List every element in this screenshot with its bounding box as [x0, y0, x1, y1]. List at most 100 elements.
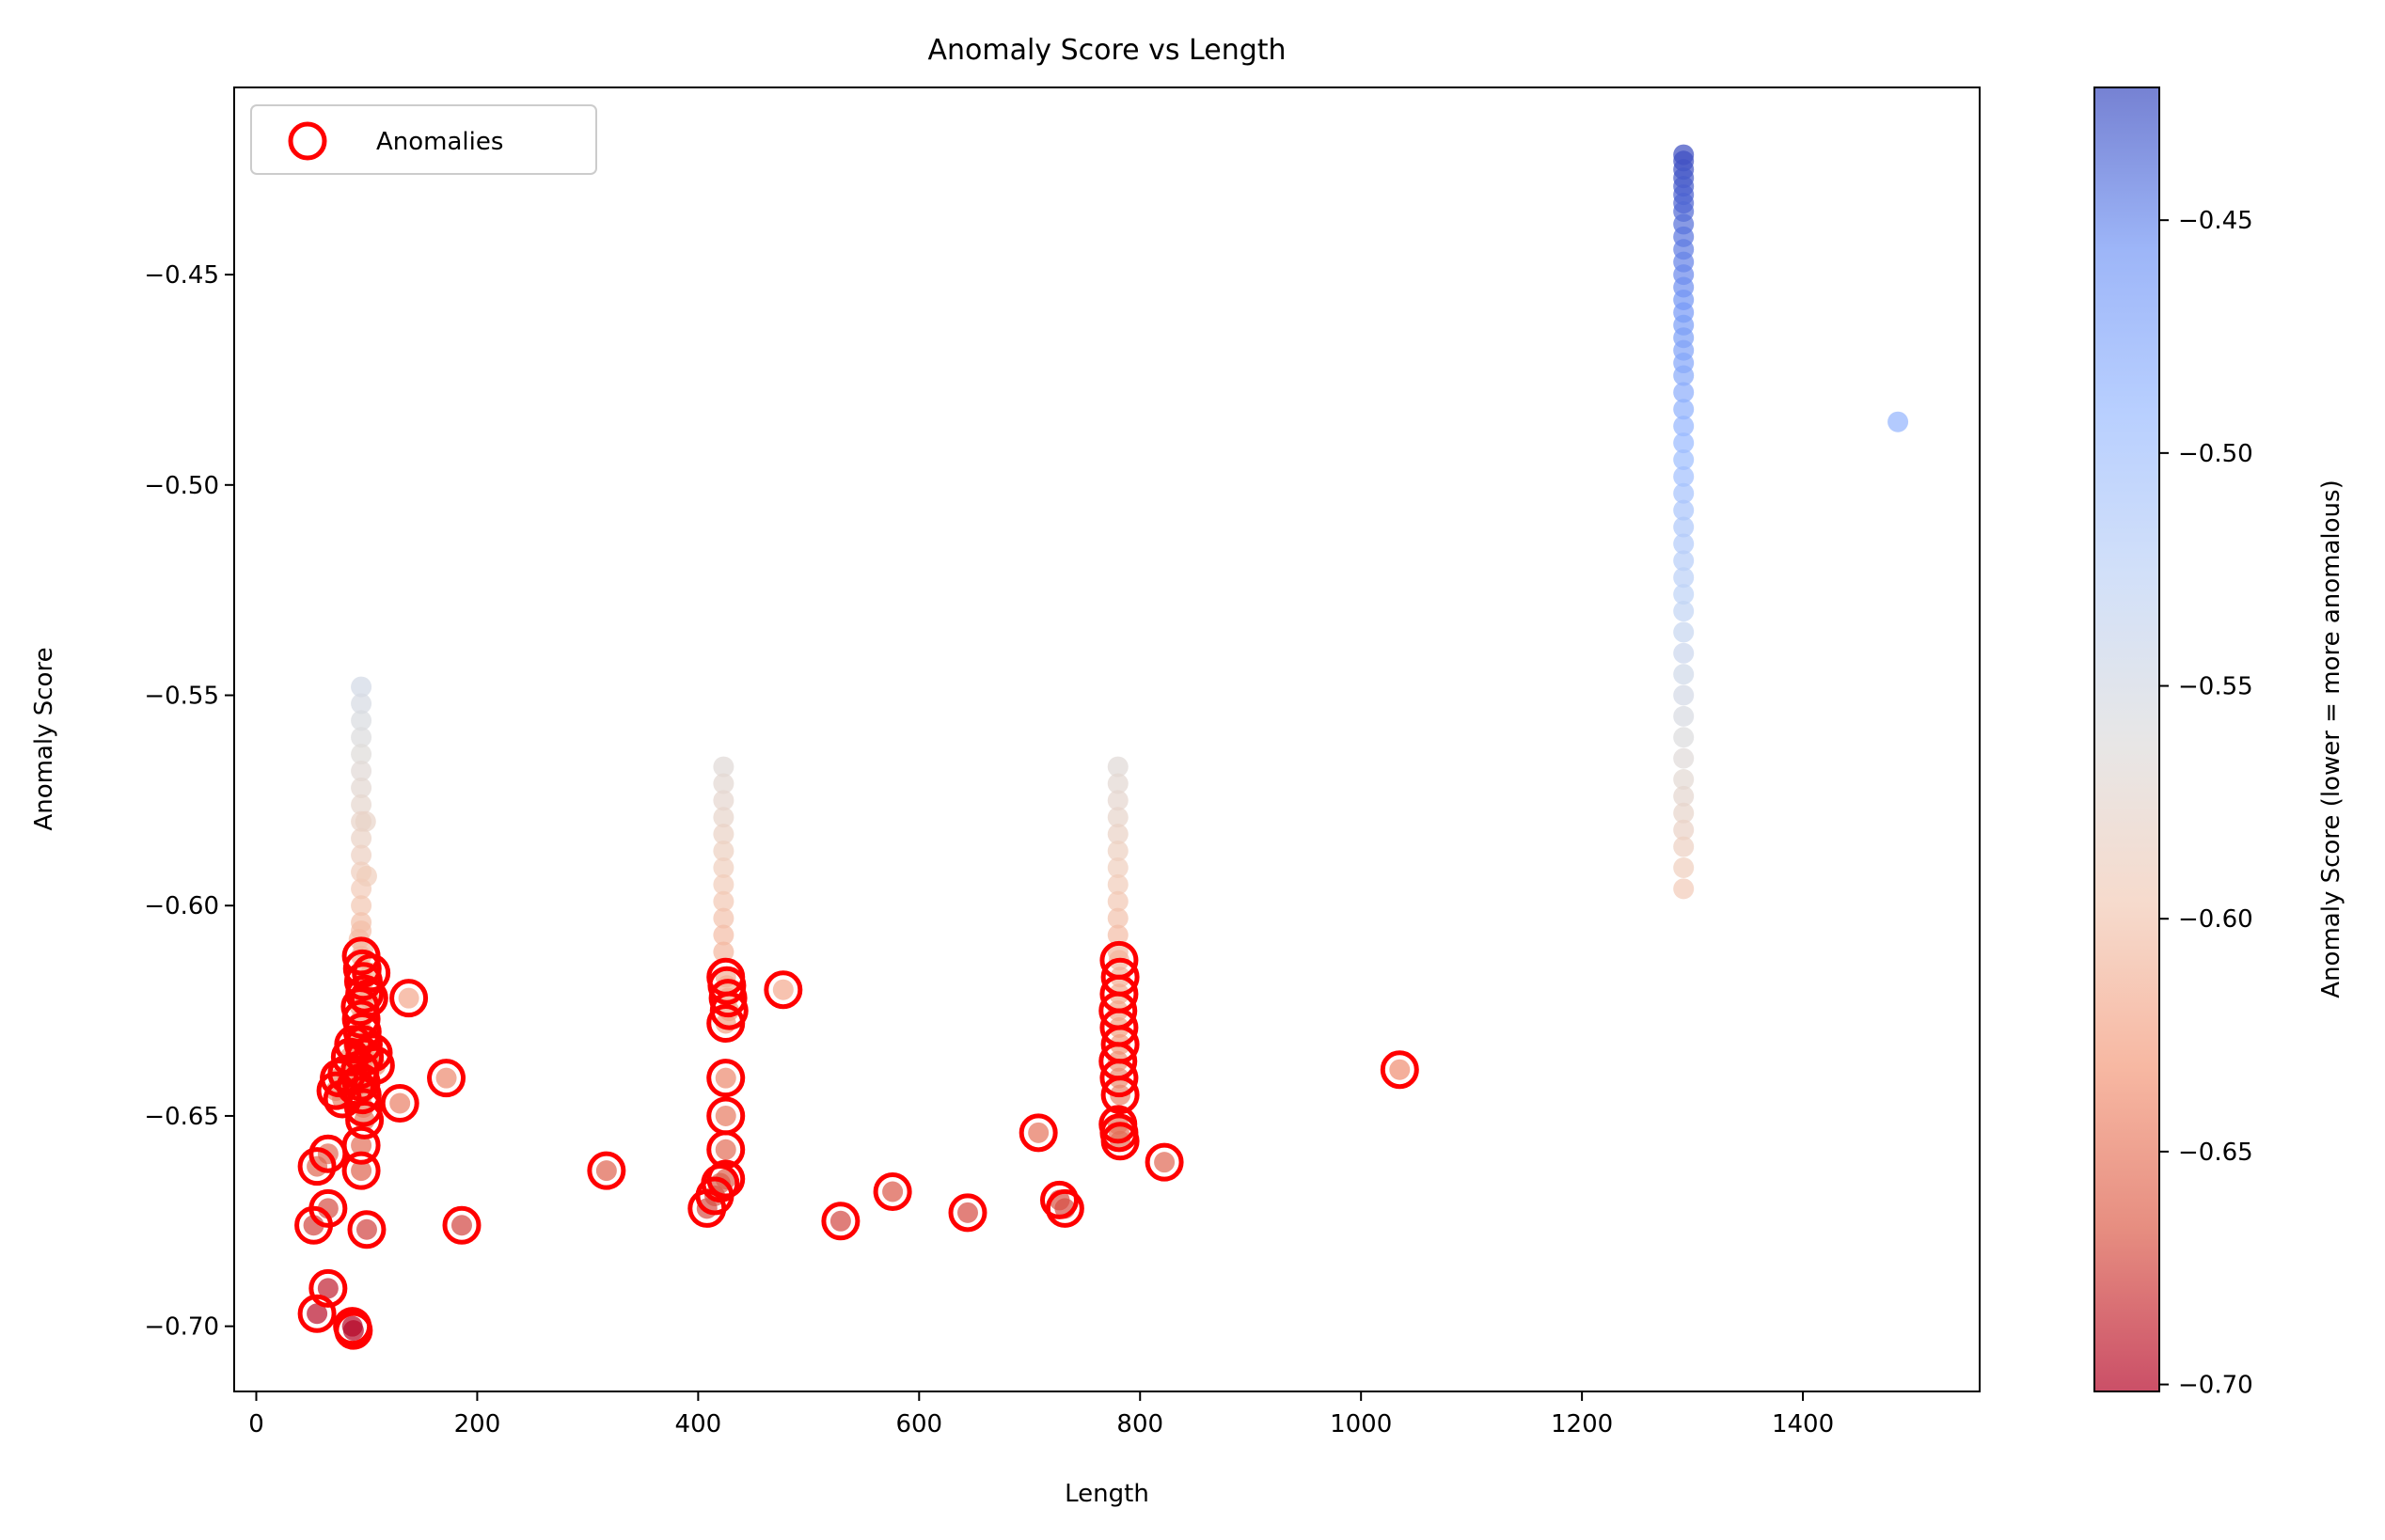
- anomaly-marker: [334, 1311, 373, 1350]
- anomaly-marker: [352, 953, 391, 993]
- y-axis-label: Anomaly Score: [30, 647, 58, 830]
- legend: Anomalies: [250, 104, 597, 175]
- data-point: [317, 1278, 339, 1299]
- anomaly-marker: [687, 1188, 727, 1228]
- data-point: [1673, 785, 1695, 807]
- plot-background: [234, 87, 1980, 1391]
- y-tick-label: −0.55: [144, 683, 219, 711]
- data-point: [713, 790, 734, 811]
- x-tick-label: 600: [895, 1410, 942, 1438]
- data-point: [713, 890, 734, 912]
- anomaly-marker: [1099, 1059, 1139, 1098]
- data-point: [355, 1218, 377, 1240]
- data-point: [351, 1135, 372, 1156]
- anomaly-marker: [355, 1045, 395, 1085]
- colorbar-frame: [2093, 86, 2160, 1392]
- data-point: [1107, 756, 1129, 778]
- data-point: [351, 710, 372, 731]
- anomaly-marker: [587, 1151, 626, 1190]
- anomaly-marker: [297, 1294, 337, 1333]
- data-point: [351, 1160, 372, 1182]
- anomaly-marker: [349, 979, 388, 1018]
- scatter-points: [294, 144, 1909, 1350]
- data-point: [1673, 416, 1695, 437]
- data-point: [351, 844, 372, 866]
- data-point: [713, 824, 734, 845]
- data-point: [398, 987, 419, 1009]
- anomaly-marker: [308, 1134, 348, 1173]
- data-point: [1673, 448, 1695, 470]
- anomaly-marker: [706, 1059, 746, 1098]
- anomaly-marker: [764, 970, 803, 1010]
- anomaly-marker: [340, 987, 380, 1027]
- data-point: [351, 761, 372, 782]
- x-tick-label: 1200: [1551, 1410, 1613, 1438]
- plot-area: [233, 86, 1981, 1392]
- data-point: [1673, 878, 1695, 900]
- data-point: [595, 1160, 617, 1182]
- anomaly-marker: [427, 1059, 466, 1098]
- anomaly-marker: [1045, 1188, 1084, 1228]
- data-point: [715, 1067, 736, 1089]
- data-point: [1673, 533, 1695, 555]
- data-point: [1673, 382, 1695, 403]
- data-point: [1673, 465, 1695, 487]
- data-point: [351, 895, 372, 917]
- data-point: [1107, 873, 1129, 895]
- y-tick-label: −0.70: [144, 1313, 219, 1342]
- data-point: [389, 1092, 411, 1114]
- colorbar-tick-label: −0.45: [2178, 207, 2253, 235]
- data-point: [713, 773, 734, 794]
- data-point: [713, 941, 734, 963]
- data-point: [355, 865, 377, 887]
- data-point: [1673, 747, 1695, 769]
- x-axis-label: Length: [1065, 1480, 1149, 1508]
- data-point: [351, 827, 372, 849]
- chart-title: Anomaly Score vs Length: [927, 34, 1286, 67]
- anomaly-marker: [308, 1268, 348, 1308]
- data-point: [1673, 621, 1695, 643]
- data-point: [351, 744, 372, 765]
- anomaly-marker: [1039, 1180, 1079, 1219]
- data-point: [956, 1202, 978, 1223]
- data-point: [715, 1105, 736, 1126]
- anomaly-marker: [389, 979, 429, 1018]
- data-point: [1107, 890, 1129, 912]
- data-point: [351, 794, 372, 815]
- data-point: [1673, 399, 1695, 420]
- data-point: [1389, 1059, 1411, 1080]
- anomaly-marker: [343, 1088, 383, 1127]
- data-point: [1107, 924, 1129, 946]
- data-point: [351, 777, 372, 798]
- anomaly-marker: [316, 1071, 355, 1110]
- data-point: [772, 979, 794, 1000]
- data-point: [715, 1139, 736, 1160]
- colorbar-tick-label: −0.55: [2178, 673, 2253, 701]
- anomaly-marker: [1100, 1122, 1140, 1161]
- data-point: [1107, 841, 1129, 862]
- x-tick-label: 1400: [1772, 1410, 1834, 1438]
- data-point: [1107, 790, 1129, 811]
- anomaly-marker: [343, 1025, 383, 1064]
- data-point: [1673, 664, 1695, 685]
- data-point: [713, 841, 734, 862]
- data-point: [713, 756, 734, 778]
- data-point: [829, 1210, 851, 1232]
- data-point: [1673, 584, 1695, 605]
- anomaly-marker: [1380, 1050, 1419, 1090]
- data-point: [1673, 482, 1695, 504]
- data-point: [713, 924, 734, 946]
- data-point: [1154, 1152, 1176, 1173]
- data-point: [1673, 705, 1695, 727]
- data-point: [713, 807, 734, 828]
- x-tick-label: 1000: [1330, 1410, 1392, 1438]
- colorbar: −0.45 −0.50 −0.55 −0.60 −0.65 −0.70 Anomaly S…: [2093, 86, 2346, 1400]
- y-tick-label: −0.50: [144, 472, 219, 500]
- data-point: [1673, 802, 1695, 824]
- data-point: [1673, 642, 1695, 664]
- colorbar-tick-label: −0.70: [2178, 1372, 2253, 1400]
- data-point: [450, 1215, 472, 1236]
- data-point: [342, 1320, 364, 1342]
- anomaly-marker: [442, 1205, 482, 1245]
